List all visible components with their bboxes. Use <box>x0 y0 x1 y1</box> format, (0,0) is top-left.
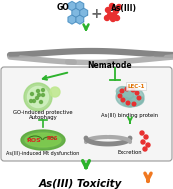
Circle shape <box>141 140 145 144</box>
Circle shape <box>131 88 135 92</box>
Ellipse shape <box>128 96 144 106</box>
Text: ROS: ROS <box>46 136 58 140</box>
Circle shape <box>137 96 141 100</box>
Circle shape <box>30 92 34 95</box>
Circle shape <box>38 94 40 97</box>
Circle shape <box>106 8 111 12</box>
Text: ROS: ROS <box>27 139 41 143</box>
Text: As(III) binding protein: As(III) binding protein <box>101 112 159 118</box>
Text: +: + <box>90 7 102 21</box>
Polygon shape <box>76 15 84 24</box>
Circle shape <box>39 101 43 104</box>
Circle shape <box>107 12 112 18</box>
Polygon shape <box>68 15 76 24</box>
Circle shape <box>111 16 116 22</box>
Text: GO: GO <box>57 4 69 12</box>
Circle shape <box>132 102 136 106</box>
Circle shape <box>140 131 144 135</box>
Circle shape <box>126 101 130 105</box>
Ellipse shape <box>25 133 61 147</box>
Circle shape <box>115 15 120 20</box>
Circle shape <box>118 94 122 98</box>
Circle shape <box>135 91 139 95</box>
Circle shape <box>30 99 33 102</box>
Ellipse shape <box>116 87 134 99</box>
Circle shape <box>120 89 124 93</box>
Text: As(III)-induced Mt dysfunction: As(III)-induced Mt dysfunction <box>6 150 80 156</box>
Text: As(III): As(III) <box>111 4 137 12</box>
Ellipse shape <box>121 97 133 107</box>
Circle shape <box>104 15 110 20</box>
Text: Excretion: Excretion <box>118 150 142 156</box>
Circle shape <box>143 147 147 151</box>
Polygon shape <box>76 2 84 11</box>
Circle shape <box>110 4 115 9</box>
Circle shape <box>50 87 60 97</box>
Circle shape <box>28 87 48 108</box>
Ellipse shape <box>116 87 144 107</box>
Text: Nematode: Nematode <box>88 60 132 70</box>
Circle shape <box>42 94 44 97</box>
Circle shape <box>113 9 119 13</box>
Polygon shape <box>68 2 76 11</box>
Circle shape <box>42 88 44 91</box>
Circle shape <box>35 97 39 99</box>
FancyBboxPatch shape <box>1 67 172 161</box>
Circle shape <box>37 90 39 92</box>
Circle shape <box>121 98 125 102</box>
Circle shape <box>33 99 35 102</box>
Text: LEC-1: LEC-1 <box>127 84 145 88</box>
Circle shape <box>116 5 121 9</box>
Circle shape <box>146 143 150 147</box>
Ellipse shape <box>21 130 65 150</box>
Text: As(III) Toxicity: As(III) Toxicity <box>38 179 122 189</box>
Circle shape <box>112 12 116 18</box>
Circle shape <box>125 87 129 91</box>
Polygon shape <box>80 8 88 17</box>
Text: GO-induced protective Autophagy: GO-induced protective Autophagy <box>13 110 73 120</box>
Polygon shape <box>72 8 80 17</box>
Circle shape <box>144 135 148 139</box>
Circle shape <box>24 83 52 111</box>
